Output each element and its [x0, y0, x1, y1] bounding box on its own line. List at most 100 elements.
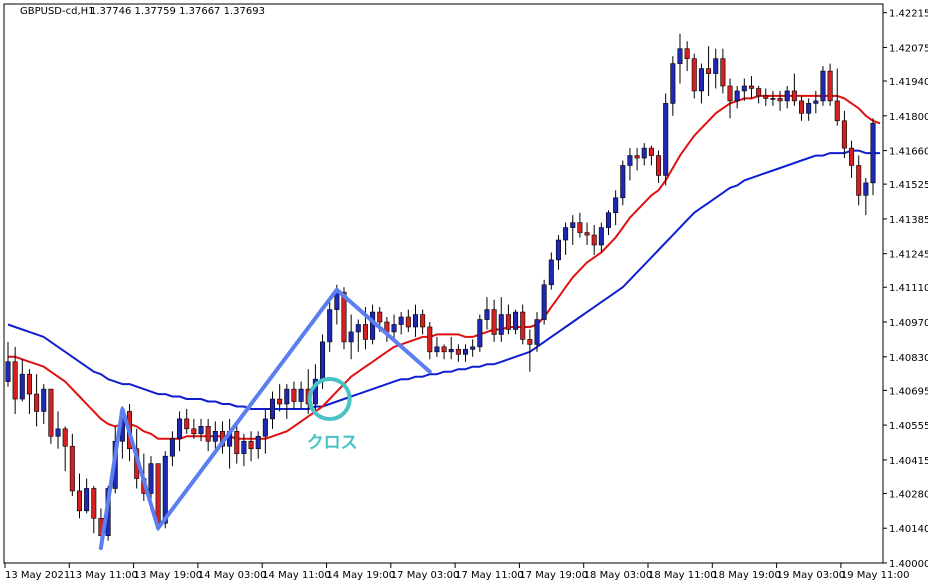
candle-body [484, 309, 490, 320]
candle-body [856, 165, 862, 196]
candle-body [448, 349, 454, 353]
y-tick-label: 1.41245 [889, 250, 928, 261]
candle-body [605, 212, 612, 228]
candle [348, 314, 354, 360]
candle [463, 344, 469, 362]
candle-body [841, 120, 847, 149]
candle-body [191, 428, 197, 435]
candle [284, 384, 290, 419]
candle-body [427, 326, 433, 353]
candle-body [34, 393, 40, 412]
candle-body [563, 227, 569, 241]
candle-body [162, 455, 168, 524]
candle [763, 88, 769, 106]
candle [591, 225, 597, 255]
candle [269, 391, 276, 429]
candle-body [813, 100, 819, 104]
candle-body [663, 103, 669, 176]
candle-body [527, 339, 533, 345]
candle-body [748, 85, 754, 89]
candle [784, 85, 790, 109]
candle [570, 215, 576, 245]
candle-body [477, 319, 483, 348]
candle-body [198, 426, 204, 435]
candle-body [277, 398, 283, 405]
candle-body [849, 147, 855, 166]
candle [648, 145, 654, 166]
candle-body [84, 488, 90, 512]
candle [277, 384, 283, 412]
x-tick-label: 13 May 2021 [5, 570, 70, 581]
candle-body [713, 58, 719, 74]
candle [291, 381, 297, 409]
candle-body [505, 314, 511, 330]
candle-body [498, 314, 504, 335]
candle [520, 304, 526, 345]
x-tick-label: 14 May 11:00 [262, 570, 331, 581]
candle [505, 304, 511, 335]
candle [198, 418, 204, 442]
candle [713, 48, 719, 89]
candle-body [698, 68, 704, 92]
candle-body [777, 98, 783, 102]
candle-body [291, 388, 297, 402]
candle [620, 160, 626, 206]
candle-body [727, 85, 733, 102]
candle-body [613, 197, 619, 213]
candle-body [341, 291, 347, 343]
candle-body [91, 488, 97, 519]
candle [455, 344, 461, 362]
x-tick-label: 14 May 19:00 [327, 570, 396, 581]
candle-body [412, 314, 418, 328]
candle-body [248, 440, 254, 450]
candle [777, 90, 783, 111]
candle [727, 78, 733, 119]
candle [691, 53, 697, 99]
candle-body [19, 373, 25, 400]
candle [227, 418, 233, 469]
candle-body [827, 70, 833, 102]
x-tick-label: 18 May 19:00 [712, 570, 781, 581]
candle-body [320, 341, 326, 380]
candle [663, 93, 669, 186]
x-tick-label: 18 May 03:00 [584, 570, 653, 581]
candle-body [756, 88, 762, 97]
candle-body [870, 122, 876, 184]
candle-body [12, 361, 18, 400]
candle [477, 314, 483, 352]
candle [577, 212, 583, 238]
x-tick-label: 19 May 03:00 [777, 570, 846, 581]
candle-body [55, 428, 61, 437]
candle-body [463, 349, 469, 355]
candle [184, 408, 190, 434]
candle-body [5, 361, 11, 382]
candle [241, 433, 247, 467]
candle-body [584, 232, 590, 236]
candle-body [798, 100, 805, 114]
candle-body [212, 431, 218, 442]
y-tick-label: 1.41800 [889, 112, 928, 123]
candle-body [677, 48, 683, 64]
candle [513, 309, 519, 335]
candle-body [269, 398, 276, 420]
candle-body [441, 346, 447, 353]
y-tick-label: 1.40970 [889, 318, 928, 329]
candle-body [69, 445, 75, 492]
cross-circle [307, 377, 352, 422]
candle [355, 319, 361, 352]
cross-label: クロス [307, 433, 358, 453]
candle [55, 411, 61, 449]
y-tick-label: 1.40000 [889, 559, 928, 570]
candle-body [169, 438, 175, 457]
candle [656, 150, 662, 183]
candle-body [541, 284, 547, 320]
candle [856, 155, 862, 206]
y-tick-label: 1.42215 [889, 9, 928, 20]
candle [734, 85, 740, 109]
candle [870, 118, 876, 196]
zigzag-line [98, 287, 432, 551]
candle-body [434, 346, 440, 353]
candle [598, 222, 604, 253]
